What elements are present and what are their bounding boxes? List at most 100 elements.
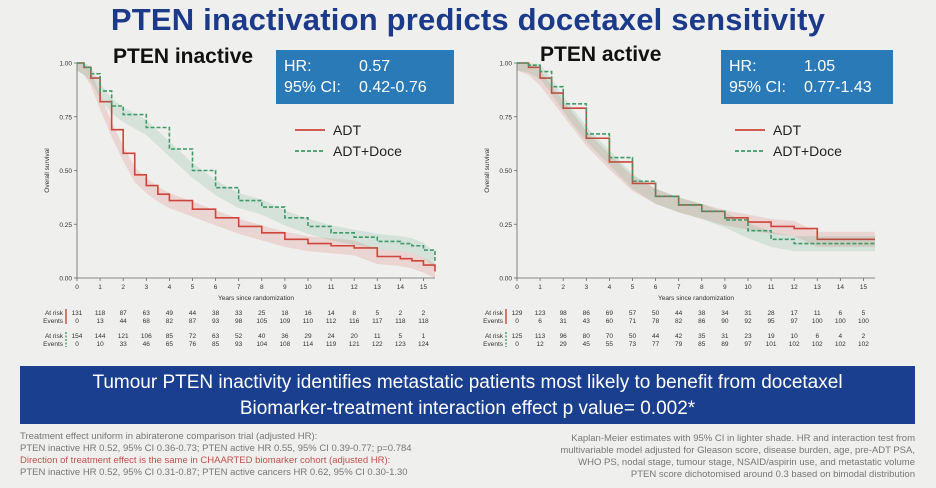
risk-events-value: 73 (629, 341, 637, 348)
risk-events-value: 92 (744, 318, 752, 325)
page-title: PTEN inactivation predicts docetaxel sen… (110, 2, 826, 37)
conclusion-banner: Tumour PTEN inactivity identifies metast… (20, 366, 915, 424)
risk-events-value: 86 (698, 318, 706, 325)
legend-label-doce: ADT+Doce (773, 143, 842, 159)
x-tick-label: 7 (677, 284, 681, 291)
risk-at-risk-value: 106 (141, 333, 152, 340)
risk-at-risk-value: 125 (512, 333, 523, 340)
y-axis-label: Overall survival (44, 148, 51, 193)
y-tick-label: 0.00 (59, 276, 72, 283)
ci-band-doce (517, 63, 875, 252)
risk-at-risk-value: 38 (212, 310, 220, 317)
x-tick-label: 14 (397, 284, 405, 291)
risk-events-value: 98 (235, 318, 243, 325)
risk-events-value: 0 (515, 341, 519, 348)
x-tick-label: 11 (328, 284, 335, 291)
x-tick-label: 15 (860, 284, 868, 291)
risk-events-value: 31 (560, 318, 568, 325)
ci-label: 95% CI: (729, 79, 786, 96)
risk-at-risk-value: 44 (675, 310, 683, 317)
footnote-line: Kaplan-Meier estimates with 95% CI in li… (571, 433, 915, 444)
risk-at-risk-value: 98 (560, 310, 568, 317)
risk-events-value: 79 (675, 341, 683, 348)
y-tick-label: 1.00 (499, 61, 512, 68)
risk-at-risk-value: 63 (212, 333, 220, 340)
risk-at-risk-value: 69 (606, 310, 614, 317)
risk-events-value: 77 (652, 341, 660, 348)
risk-events-value: 87 (189, 318, 197, 325)
footnote-line: Direction of treatment effect is the sam… (20, 455, 391, 466)
risk-events-value: 45 (583, 341, 591, 348)
risk-events-value: 105 (256, 318, 267, 325)
x-tick-label: 13 (374, 284, 382, 291)
banner-line-1: Tumour PTEN inactivity identifies metast… (92, 372, 843, 393)
risk-events-value: 0 (515, 318, 519, 325)
x-tick-label: 3 (144, 284, 148, 291)
risk-at-risk-value: 16 (304, 310, 312, 317)
x-tick-label: 9 (283, 284, 287, 291)
risk-events-value: 118 (418, 318, 429, 325)
risk-events-value: 78 (652, 318, 660, 325)
risk-at-risk-value: 29 (304, 333, 312, 340)
risk-events-value: 95 (767, 318, 775, 325)
risk-events-value: 0 (75, 318, 79, 325)
panel-title-left: PTEN inactive (113, 45, 254, 68)
risk-events-value: 100 (858, 318, 869, 325)
footnote-right: Kaplan-Meier estimates with 95% CI in li… (505, 433, 915, 481)
x-tick-label: 9 (723, 284, 727, 291)
risk-events-value: 43 (583, 318, 591, 325)
y-tick-label: 0.75 (499, 114, 512, 121)
banner-line-2: Biomarker-treatment interaction effect p… (239, 398, 696, 419)
footnote-line: multivariable model adjusted for Gleason… (560, 445, 915, 456)
risk-at-risk-value: 10 (791, 333, 799, 340)
risk-at-risk-value: 154 (72, 333, 83, 340)
risk-events-value: 112 (326, 318, 337, 325)
x-tick-label: 0 (75, 284, 79, 291)
ci-value: 0.77-1.43 (804, 79, 872, 96)
legend-label-adt: ADT (333, 122, 361, 138)
risk-events-value: 13 (96, 318, 104, 325)
risk-at-risk-value: 63 (143, 310, 151, 317)
footnote-line: Treatment effect uniform in abiraterone … (20, 431, 318, 442)
legend-label-adt: ADT (773, 122, 801, 138)
footnote-line: PTEN inactive HR 0.52, 95% CI 0.31-0.87;… (20, 467, 408, 478)
risk-at-risk-value: 113 (535, 333, 546, 340)
risk-events-value: 104 (256, 341, 267, 348)
x-tick-label: 6 (654, 284, 658, 291)
risk-events-value: 116 (349, 318, 360, 325)
risk-at-risk-value: 24 (327, 333, 335, 340)
hr-label: HR: (284, 58, 312, 75)
x-tick-label: 3 (584, 284, 588, 291)
risk-events-value: 89 (721, 341, 729, 348)
risk-events-value: 97 (744, 341, 752, 348)
risk-events-value: 29 (560, 341, 568, 348)
km-line-adt (77, 62, 436, 272)
risk-at-risk-value: 121 (118, 333, 129, 340)
hr-value: 0.57 (359, 58, 391, 75)
x-axis-label: Years since randomization (218, 295, 294, 302)
risk-events-value: 110 (303, 318, 314, 325)
risk-events-value: 85 (698, 341, 706, 348)
risk-at-risk-value: 38 (698, 310, 706, 317)
risk-events-value: 109 (279, 318, 290, 325)
x-tick-label: 5 (631, 284, 635, 291)
risk-at-risk-value: 31 (721, 333, 729, 340)
risk-events-value: 68 (143, 318, 151, 325)
risk-events-value: 124 (418, 341, 429, 348)
risk-at-risk-value: 40 (258, 333, 266, 340)
risk-at-risk-value: 57 (629, 310, 637, 317)
x-tick-label: 1 (98, 284, 102, 291)
footnote-left: Treatment effect uniform in abiraterone … (20, 431, 490, 479)
y-tick-label: 0.25 (499, 222, 512, 229)
risk-at-risk-value: 118 (95, 310, 106, 317)
risk-events-value: 108 (279, 341, 290, 348)
y-tick-label: 1.00 (59, 61, 72, 68)
risk-label-events: Events (43, 341, 64, 348)
risk-at-risk-value: 144 (95, 333, 106, 340)
risk-events-value: 76 (189, 341, 197, 348)
risk-events-value: 118 (395, 318, 406, 325)
risk-events-value: 0 (75, 341, 79, 348)
y-tick-label: 0.75 (59, 114, 72, 121)
risk-events-value: 102 (812, 341, 823, 348)
risk-events-value: 97 (791, 318, 799, 325)
